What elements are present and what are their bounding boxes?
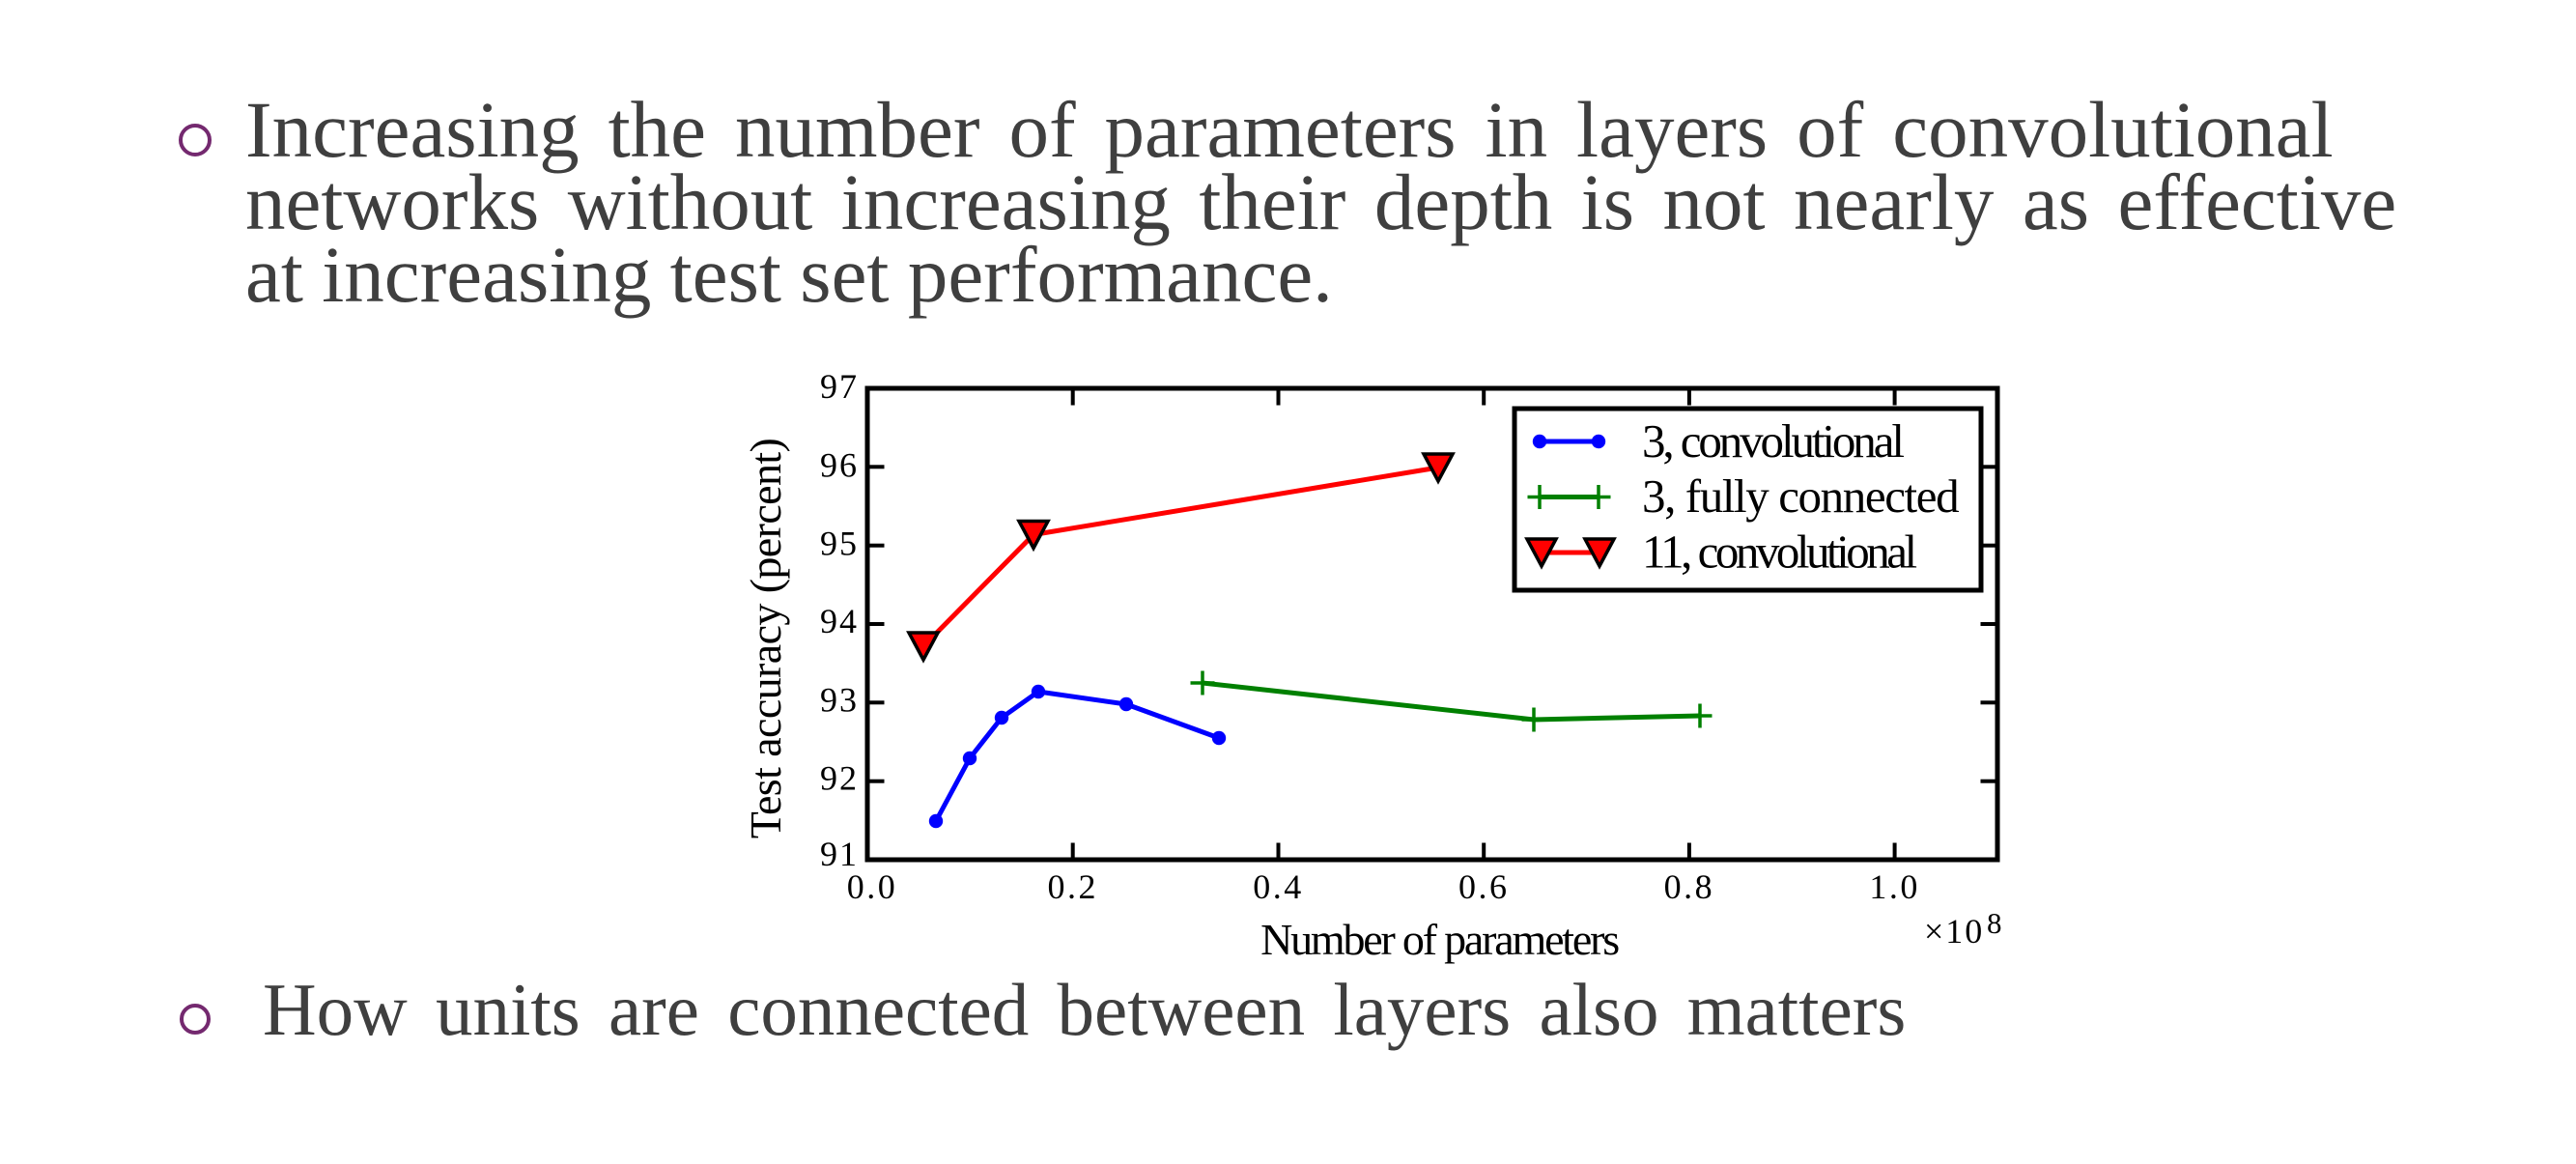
svg-text:0.4: 0.4 — [1253, 867, 1304, 906]
svg-text:3, convolutional: 3, convolutional — [1642, 414, 1904, 468]
svg-text:11, convolutional: 11, convolutional — [1642, 525, 1917, 579]
svg-text:8: 8 — [1987, 906, 2002, 940]
svg-text:3, fully connected: 3, fully connected — [1642, 469, 1959, 523]
svg-text:0.0: 0.0 — [847, 867, 898, 906]
svg-text:97: 97 — [820, 367, 859, 406]
svg-text:Test accuracy (percent): Test accuracy (percent) — [741, 439, 790, 839]
svg-text:×10: ×10 — [1924, 912, 1984, 951]
svg-text:0.2: 0.2 — [1047, 867, 1098, 906]
svg-text:91: 91 — [820, 835, 859, 873]
svg-text:0.8: 0.8 — [1664, 867, 1715, 906]
svg-text:0.6: 0.6 — [1458, 867, 1510, 906]
svg-text:92: 92 — [820, 759, 859, 798]
svg-text:96: 96 — [820, 445, 859, 484]
svg-text:1.0: 1.0 — [1869, 867, 1920, 906]
svg-text:94: 94 — [820, 602, 859, 640]
svg-text:Number of parameters: Number of parameters — [1260, 915, 1619, 964]
svg-text:93: 93 — [820, 680, 859, 719]
svg-text:95: 95 — [820, 525, 859, 563]
